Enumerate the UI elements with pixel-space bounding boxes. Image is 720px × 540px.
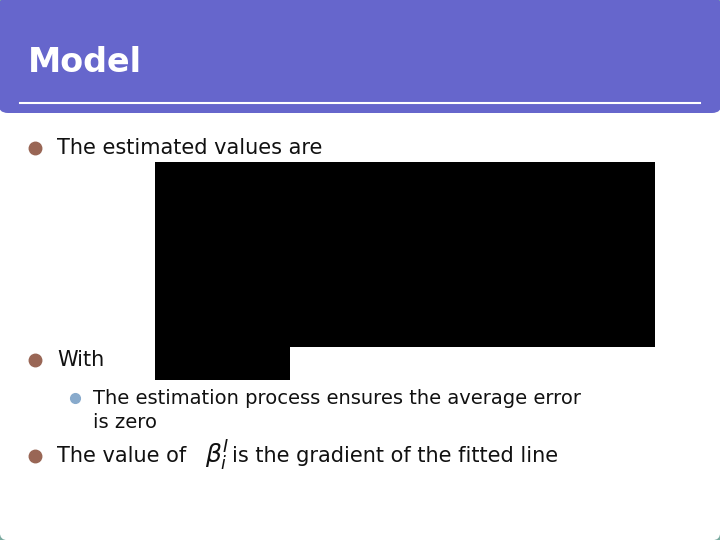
Text: The value of: The value of [57, 446, 193, 466]
Text: Model: Model [28, 45, 142, 78]
Text: $\beta_i^I$: $\beta_i^I$ [205, 439, 230, 473]
Bar [8, 88, 712, 103]
Bar [155, 162, 655, 347]
Text: is the gradient of the fitted line: is the gradient of the fitted line [232, 446, 558, 466]
Bar [155, 344, 290, 380]
FancyBboxPatch shape [0, 0, 720, 113]
Text: With: With [57, 350, 104, 370]
Text: The estimation process ensures the average error: The estimation process ensures the avera… [93, 388, 581, 408]
Text: The estimated values are: The estimated values are [57, 138, 323, 158]
Text: is zero: is zero [93, 413, 157, 431]
